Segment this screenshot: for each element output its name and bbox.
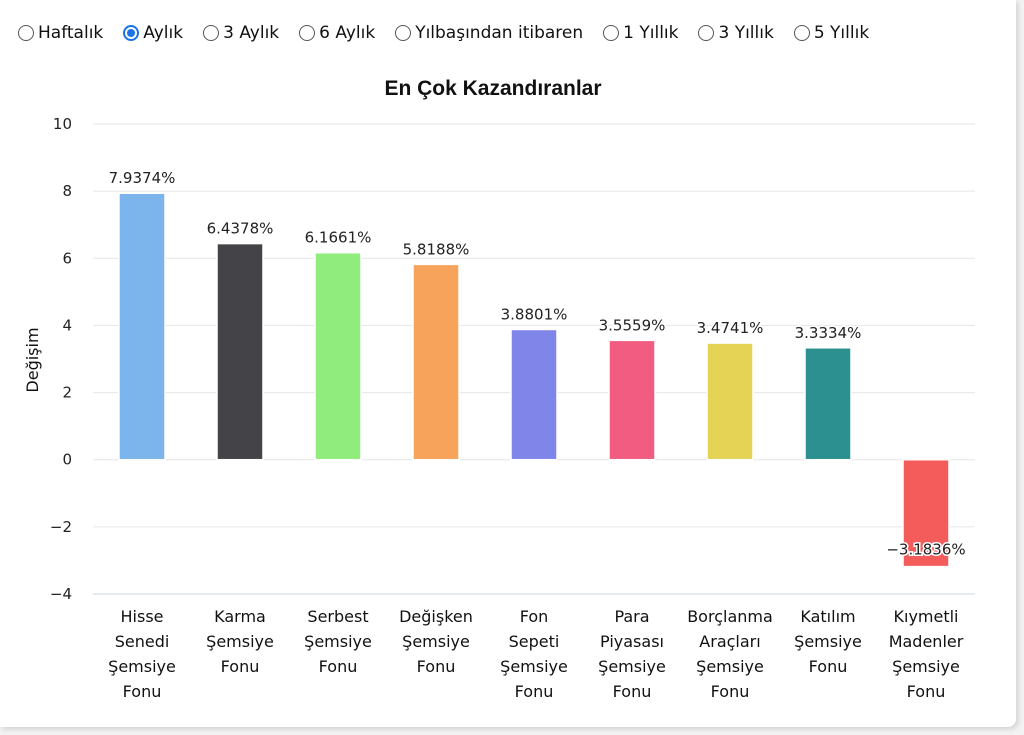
x-category-label: Fonu <box>907 682 946 701</box>
bar-data-label: 3.4741% <box>697 319 764 337</box>
y-tick-label: 2 <box>62 384 72 402</box>
period-option[interactable]: 1 Yıllık <box>603 23 678 43</box>
x-category-label: Borçlanma <box>687 607 773 626</box>
y-tick-label: −2 <box>50 518 72 536</box>
period-option-label: 3 Aylık <box>223 23 280 43</box>
period-option-label: Aylık <box>143 23 184 43</box>
bar <box>706 342 754 461</box>
bar-data-label: 6.4378% <box>207 220 274 238</box>
bar-data-label: 3.5559% <box>599 316 666 334</box>
radio-button-icon[interactable] <box>603 25 620 41</box>
radio-button-icon[interactable] <box>698 25 715 41</box>
x-category-label: Katılım <box>800 607 855 626</box>
period-option[interactable]: 3 Yıllık <box>698 23 774 43</box>
x-category-label: Kıymetli <box>894 607 959 626</box>
bar <box>804 347 852 461</box>
x-category-label: Fonu <box>221 657 260 676</box>
x-category-label: Değişken <box>399 607 473 626</box>
x-category-label: Serbest <box>307 607 368 626</box>
x-category-label: Şemsiye <box>794 632 862 651</box>
bar-data-label: 6.1661% <box>305 229 372 247</box>
x-category-label: Para <box>614 607 649 626</box>
bar <box>314 251 362 461</box>
period-option-label: 6 Aylık <box>319 23 376 43</box>
radio-button-icon[interactable] <box>299 25 316 41</box>
x-category-label: Araçları <box>699 632 760 651</box>
x-category-label: Fonu <box>417 657 456 676</box>
x-category-label: Hisse <box>121 607 164 626</box>
bar <box>510 328 558 461</box>
period-option-label: Haftalık <box>38 23 104 43</box>
period-option-label: 1 Yıllık <box>623 23 679 43</box>
bar <box>902 458 950 568</box>
period-option[interactable]: 3 Aylık <box>203 23 279 43</box>
y-tick-label: 6 <box>62 249 72 267</box>
x-category-label: Şemsiye <box>206 632 274 651</box>
y-tick-label: 8 <box>62 182 72 200</box>
bar-data-label: 3.8801% <box>501 305 568 323</box>
chart-title: En Çok Kazandıranlar <box>384 77 601 100</box>
bar <box>118 192 166 461</box>
period-option[interactable]: Aylık <box>123 23 183 43</box>
radio-button-icon[interactable] <box>203 25 220 41</box>
x-category-label: Fonu <box>319 657 358 676</box>
x-category-label: Şemsiye <box>696 657 764 676</box>
period-option-label: 5 Yıllık <box>813 23 870 43</box>
period-option[interactable]: 6 Aylık <box>299 23 375 43</box>
x-category-label: Fonu <box>123 682 162 701</box>
x-category-label: Şemsiye <box>304 632 372 651</box>
y-tick-label: 4 <box>62 316 72 334</box>
x-category-label: Karma <box>214 607 266 626</box>
x-category-label: Şemsiye <box>108 657 176 676</box>
y-tick-label: −4 <box>50 585 72 603</box>
x-category-label: Şemsiye <box>598 657 666 676</box>
x-category-label: Fonu <box>809 657 848 676</box>
x-category-label: Piyasası <box>600 632 664 651</box>
period-option[interactable]: Haftalık <box>18 23 103 43</box>
x-category-label: Sepeti <box>509 632 560 651</box>
radio-button-icon[interactable] <box>395 25 412 41</box>
x-category-label: Fonu <box>515 682 554 701</box>
bar-data-label: 5.8188% <box>403 240 470 258</box>
x-category-label: Şemsiye <box>402 632 470 651</box>
period-option-label: Yılbaşından itibaren <box>415 23 584 43</box>
y-tick-label: 0 <box>62 451 72 469</box>
bar-data-label: 7.9374% <box>109 169 176 187</box>
period-option[interactable]: Yılbaşından itibaren <box>395 23 583 43</box>
x-category-label: Madenler <box>889 632 964 651</box>
x-category-label: Şemsiye <box>500 657 568 676</box>
radio-button-icon[interactable] <box>18 25 34 41</box>
x-category-label: Senedi <box>115 632 170 651</box>
y-axis-label: Değişim <box>23 327 42 392</box>
bar <box>216 242 264 461</box>
radio-button-icon[interactable] <box>123 25 140 41</box>
y-tick-label: 10 <box>53 115 72 133</box>
bar <box>412 263 460 461</box>
period-option[interactable]: 5 Yıllık <box>793 23 870 43</box>
period-option-label: 3 Yıllık <box>718 23 774 43</box>
radio-button-icon[interactable] <box>793 25 810 41</box>
period-selector: Haftalık Aylık 3 Aylık 6 Aylık Yılbaşından i… <box>18 20 869 46</box>
x-category-label: Fon <box>520 607 549 626</box>
bar-data-label: 3.3334% <box>795 324 862 342</box>
bar <box>608 339 656 461</box>
bar-data-label: −3.1836% <box>886 541 965 559</box>
x-category-label: Fonu <box>711 682 750 701</box>
x-category-label: Şemsiye <box>892 657 960 676</box>
x-category-label: Fonu <box>613 682 652 701</box>
